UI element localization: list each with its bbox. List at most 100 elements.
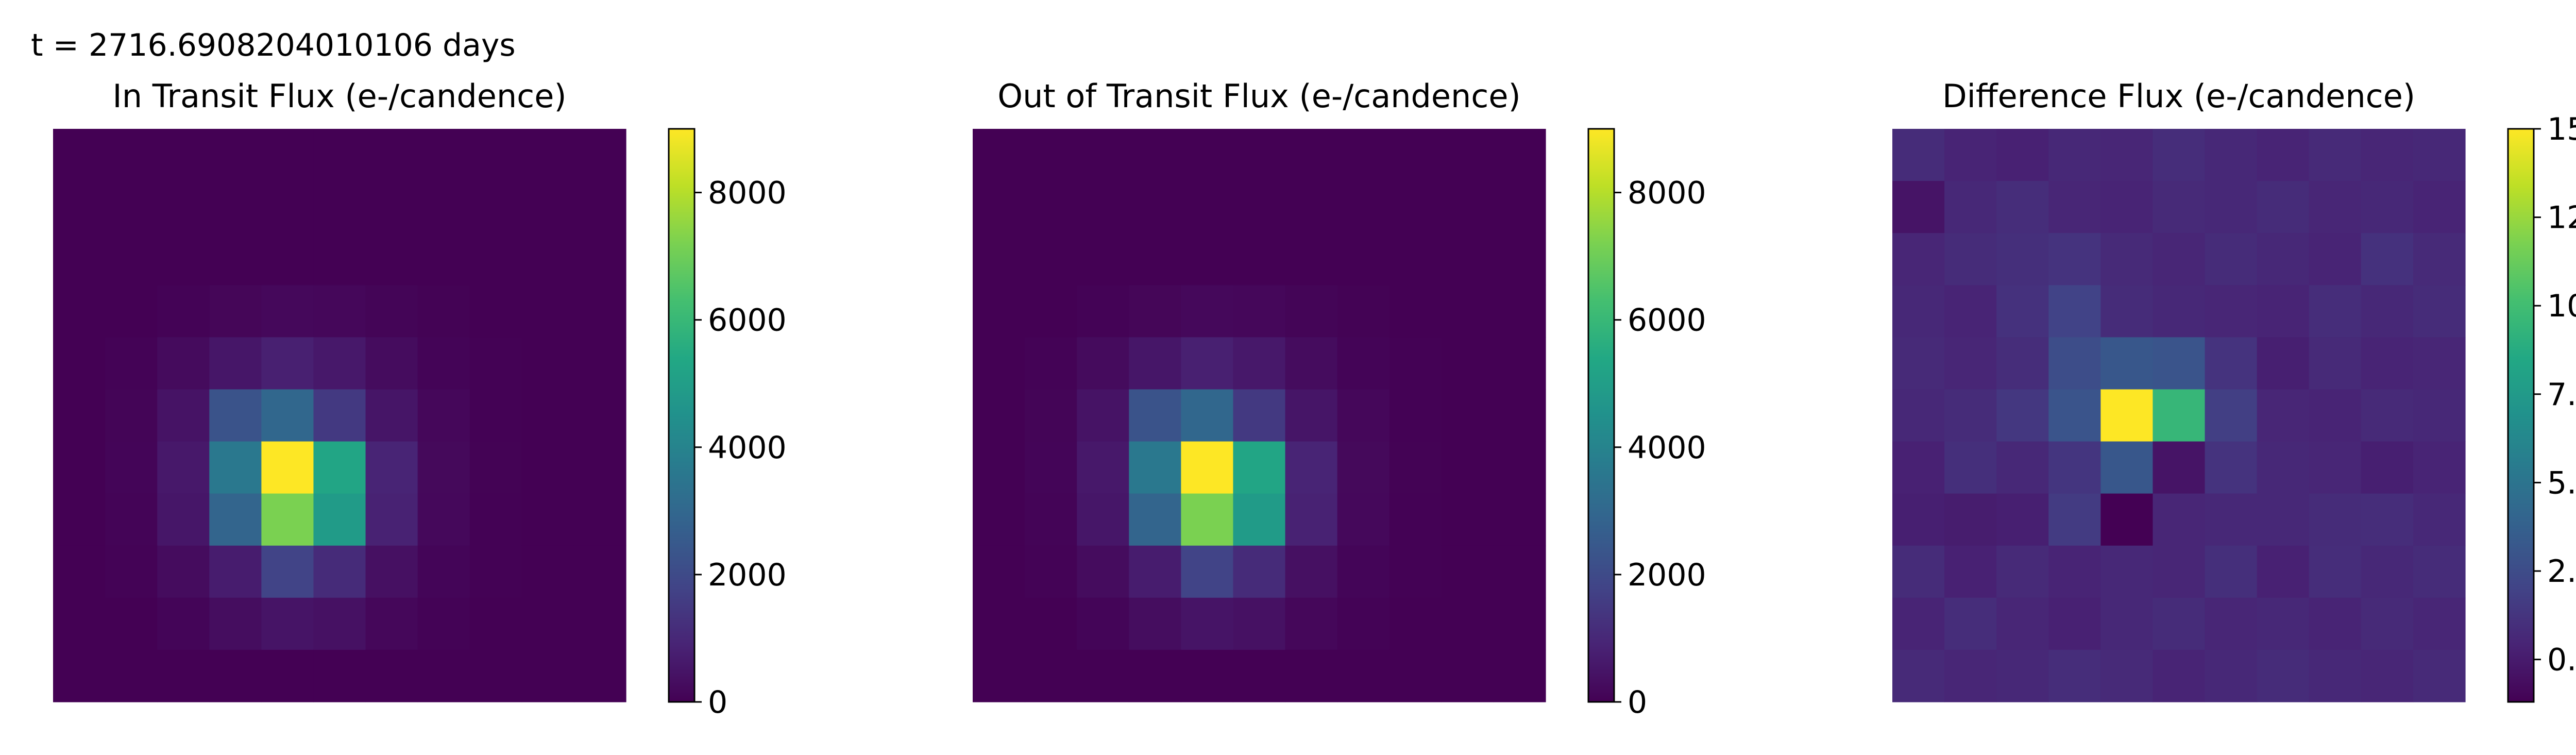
heatmap-cell bbox=[2205, 233, 2258, 286]
heatmap-cell bbox=[261, 389, 314, 442]
heatmap-cell bbox=[2100, 441, 2154, 494]
heatmap-cell bbox=[973, 129, 1025, 181]
heatmap-cell bbox=[2048, 181, 2101, 233]
heatmap-cell bbox=[1493, 389, 1546, 442]
heatmap-cell bbox=[261, 337, 314, 390]
heatmap-cell bbox=[157, 597, 210, 650]
heatmap-cell bbox=[2257, 285, 2310, 338]
heatmap-cell bbox=[1892, 285, 1945, 338]
heatmap-cell bbox=[2205, 389, 2258, 442]
heatmap-cell bbox=[1285, 441, 1338, 494]
heatmap-cell bbox=[1285, 597, 1338, 650]
heatmap-cell bbox=[1129, 649, 1181, 702]
heatmap-cell bbox=[2100, 129, 2154, 181]
heatmap-cell bbox=[1077, 493, 1129, 546]
heatmap-cell bbox=[157, 441, 210, 494]
heatmap-cell bbox=[2309, 389, 2362, 442]
heatmap-cell bbox=[1944, 337, 1997, 390]
colorbar-tick-label: 7.5 bbox=[2547, 377, 2576, 413]
heatmap-cell bbox=[1181, 493, 1234, 546]
heatmap-cell bbox=[2413, 129, 2466, 181]
colorbar-2 bbox=[1587, 128, 1615, 703]
colorbar-tick-label: 0 bbox=[708, 684, 727, 720]
heatmap-cell bbox=[53, 233, 106, 286]
heatmap-cell bbox=[261, 129, 314, 181]
heatmap-cell bbox=[2048, 545, 2101, 598]
heatmap-cell bbox=[2205, 493, 2258, 546]
heatmap-cell bbox=[53, 129, 106, 181]
heatmap-cell bbox=[1337, 597, 1390, 650]
heatmap-cell bbox=[261, 649, 314, 702]
heatmap-cell bbox=[2048, 285, 2101, 338]
heatmap-cell bbox=[1025, 597, 1077, 650]
heatmap-cell bbox=[209, 285, 262, 338]
heatmap-cell bbox=[1129, 441, 1181, 494]
heatmap-cell bbox=[521, 545, 574, 598]
heatmap-cell bbox=[1892, 493, 1945, 546]
heatmap-cell bbox=[417, 181, 470, 233]
heatmap-cell bbox=[1129, 129, 1181, 181]
heatmap-cell bbox=[2361, 129, 2414, 181]
heatmap-cell bbox=[469, 493, 522, 546]
colorbar-tick-label: 4000 bbox=[708, 430, 787, 466]
heatmap-cell bbox=[1892, 649, 1945, 702]
heatmap-cell bbox=[2048, 233, 2101, 286]
heatmap-cell bbox=[1233, 597, 1286, 650]
heatmap-cell bbox=[2100, 649, 2154, 702]
heatmap-cell bbox=[1337, 181, 1390, 233]
heatmap-cell bbox=[53, 545, 106, 598]
heatmap-cell bbox=[209, 337, 262, 390]
heatmap-cell bbox=[1892, 597, 1945, 650]
heatmap-cell bbox=[2153, 129, 2206, 181]
heatmap-cell bbox=[157, 493, 210, 546]
heatmap-cell bbox=[2361, 233, 2414, 286]
colorbar-tick-label: 4000 bbox=[1628, 430, 1706, 466]
heatmap-cell bbox=[313, 129, 366, 181]
heatmap-cell bbox=[521, 493, 574, 546]
heatmap-cell bbox=[1129, 389, 1181, 442]
heatmap-cell bbox=[417, 649, 470, 702]
heatmap-cell bbox=[2361, 285, 2414, 338]
colorbar-tick-label: 5.0 bbox=[2547, 465, 2576, 501]
colorbar-tick-label: 6000 bbox=[708, 303, 787, 339]
heatmap-cell bbox=[2205, 285, 2258, 338]
heatmap-cell bbox=[261, 493, 314, 546]
heatmap-cell bbox=[365, 389, 418, 442]
heatmap-cell bbox=[313, 597, 366, 650]
colorbar-tick-label: 12.5 bbox=[2547, 200, 2576, 236]
heatmap-cell bbox=[973, 233, 1025, 286]
heatmap-cell bbox=[1944, 233, 1997, 286]
heatmap-cell bbox=[1181, 389, 1234, 442]
heatmap-cell bbox=[1996, 389, 2049, 442]
heatmap-cell bbox=[1389, 441, 1442, 494]
heatmap-cell bbox=[2153, 493, 2206, 546]
heatmap-cell bbox=[313, 545, 366, 598]
heatmap-cell bbox=[365, 649, 418, 702]
heatmap-cell bbox=[1025, 337, 1077, 390]
heatmap-cell bbox=[973, 545, 1025, 598]
heatmap-cell bbox=[1181, 233, 1234, 286]
heatmap-cell bbox=[2205, 441, 2258, 494]
heatmap-cell bbox=[105, 181, 158, 233]
heatmap-cell bbox=[1181, 545, 1234, 598]
heatmap-cell bbox=[1285, 233, 1338, 286]
heatmap-cell bbox=[53, 441, 106, 494]
heatmap-cell bbox=[2100, 285, 2154, 338]
heatmap-cell bbox=[1025, 493, 1077, 546]
heatmap-cell bbox=[973, 493, 1025, 546]
colorbar-tick-label: 8000 bbox=[708, 175, 787, 211]
heatmap-cell bbox=[2048, 441, 2101, 494]
heatmap-cell bbox=[261, 441, 314, 494]
heatmap-cell bbox=[2309, 181, 2362, 233]
heatmap-cell bbox=[1944, 597, 1997, 650]
heatmap-cell bbox=[2205, 649, 2258, 702]
heatmap-cell bbox=[1025, 545, 1077, 598]
heatmap-cell bbox=[1077, 129, 1129, 181]
heatmap-cell bbox=[973, 441, 1025, 494]
heatmap-cell bbox=[973, 181, 1025, 233]
heatmap-cell bbox=[105, 545, 158, 598]
heatmap-cell bbox=[1337, 389, 1390, 442]
heatmap-cell bbox=[1077, 597, 1129, 650]
heatmap-cell bbox=[1337, 545, 1390, 598]
heatmap-cell bbox=[573, 129, 626, 181]
